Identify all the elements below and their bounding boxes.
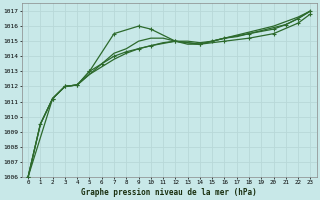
- X-axis label: Graphe pression niveau de la mer (hPa): Graphe pression niveau de la mer (hPa): [81, 188, 257, 197]
